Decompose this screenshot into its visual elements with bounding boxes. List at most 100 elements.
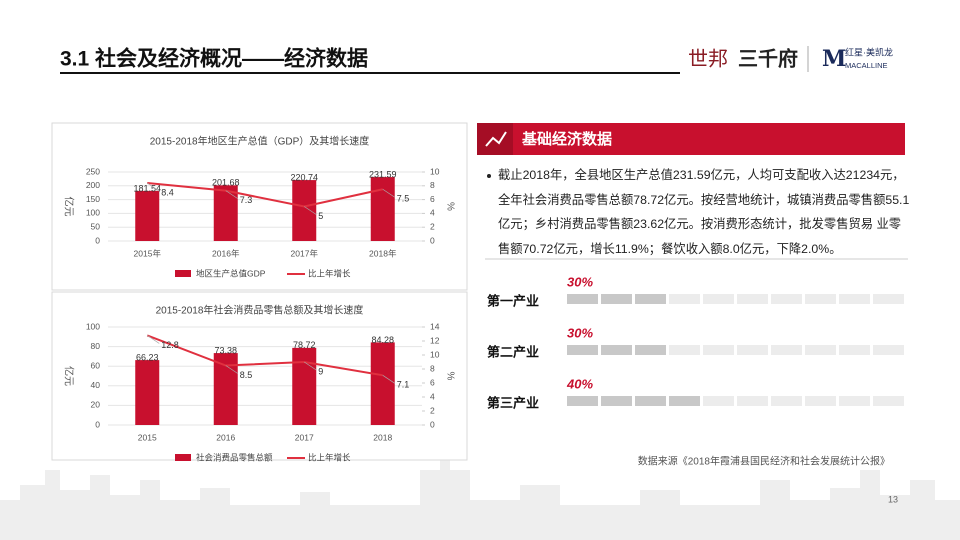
legend-label: 比上年增长 [308,452,351,462]
progress-filled [669,396,700,406]
x-tick-label: 2016 [216,432,235,442]
y2-axis-label: % [444,202,455,211]
progress-filled [601,345,632,355]
panel-header [477,123,905,155]
progress-empty [771,345,802,355]
y-tick-label: 150 [86,194,100,204]
paragraph: 截止2018年，全县地区生产总值231.59亿元，人均可支配收入达21234元，… [498,168,910,256]
progress-empty [805,345,836,355]
industry-label: 第二产业 [487,344,539,359]
data-label: 9 [318,366,323,376]
y2-tick-label: 6 [430,194,435,204]
line [147,182,383,208]
bar [370,177,395,241]
progress-empty [771,294,802,304]
y2-tick-label: 6 [430,377,435,387]
y-tick-label: 60 [91,360,101,370]
progress-empty [737,345,768,355]
industry-percent: 30% [567,325,593,340]
progress-filled [601,294,632,304]
y-axis-label: 亿元 [62,197,75,217]
progress-empty [805,294,836,304]
progress-filled [567,294,598,304]
data-label: 231.59 [369,169,397,179]
chart-title: 2015-2018年地区生产总值（GDP）及其增长速度 [150,135,370,148]
logo-m: M [822,46,846,72]
data-label: 201.68 [212,178,240,188]
legend-label: 比上年增长 [308,268,351,278]
legend-label: 社会消费品零售总额 [196,452,273,462]
y2-tick-label: 2 [430,405,435,415]
y-tick-label: 40 [91,380,101,390]
y-axis-label: 亿元 [62,366,75,386]
leader [147,335,160,344]
y-tick-label: 50 [91,221,101,231]
y2-tick-label: 10 [430,166,440,176]
y2-tick-label: 14 [430,321,440,331]
x-tick-label: 2018 [373,432,392,442]
bar [135,360,160,425]
logo-text: 世邦 [688,47,728,71]
progress-empty [737,294,768,304]
logo-text: MACALLINE [845,61,888,70]
x-tick-label: 2017 [295,432,314,442]
leader [382,188,395,198]
chart-panel [51,291,468,461]
data-label: 73.38 [214,345,237,355]
progress-empty [737,396,768,406]
y2-tick-label: 4 [430,391,435,401]
leader [147,182,160,192]
progress-empty [669,294,700,304]
y-tick-label: 200 [86,180,100,190]
data-label: 8.4 [161,187,174,197]
x-tick-label: 2018年 [369,248,397,258]
y2-tick-label: 8 [430,180,435,190]
data-label: 220.74 [290,172,318,182]
bar [213,353,238,425]
data-label: 5 [318,211,323,221]
y2-tick-label: 0 [430,235,435,245]
y2-tick-label: 12 [430,335,440,345]
progress-empty [805,396,836,406]
bar [292,347,317,425]
progress-filled [567,345,598,355]
industry-label: 第一产业 [487,293,539,308]
data-label: 181.54 [133,183,161,193]
y-tick-label: 80 [91,341,101,351]
progress-empty [669,345,700,355]
data-label: 8.5 [240,370,253,380]
y-tick-label: 100 [86,208,100,218]
data-label: 12.8 [161,340,179,350]
y2-axis-label: % [444,372,455,381]
panel-heading: 基础经济数据 [521,130,612,148]
industry-percent: 30% [567,274,593,289]
y-tick-label: 100 [86,321,100,331]
progress-empty [873,396,904,406]
x-tick-label: 2015年 [134,248,162,258]
progress-empty [839,396,870,406]
progress-empty [703,396,734,406]
y2-tick-label: 10 [430,349,440,359]
legend-swatch [175,454,191,461]
y-tick-label: 0 [95,235,100,245]
x-tick-label: 2015 [138,432,157,442]
leader [382,375,395,384]
source: 数据来源《2018年霞浦县国民经济和社会发展统计公报》 [638,455,890,468]
progress-empty [703,345,734,355]
industry-percent: 40% [566,376,593,391]
progress-empty [703,294,734,304]
chart-title: 2015-2018年社会消费品零售总额及其增长速度 [156,304,364,317]
x-tick-label: 2017年 [291,248,319,258]
y-tick-label: 250 [86,166,100,176]
chart-panel [51,122,468,291]
legend-swatch [175,270,191,277]
progress-filled [635,294,666,304]
y-tick-label: 0 [95,419,100,429]
y2-tick-label: 4 [430,208,435,218]
data-label: 7.5 [397,194,410,204]
leader [225,190,238,199]
bar [213,185,238,241]
logo-text: 三千府 [738,46,798,70]
